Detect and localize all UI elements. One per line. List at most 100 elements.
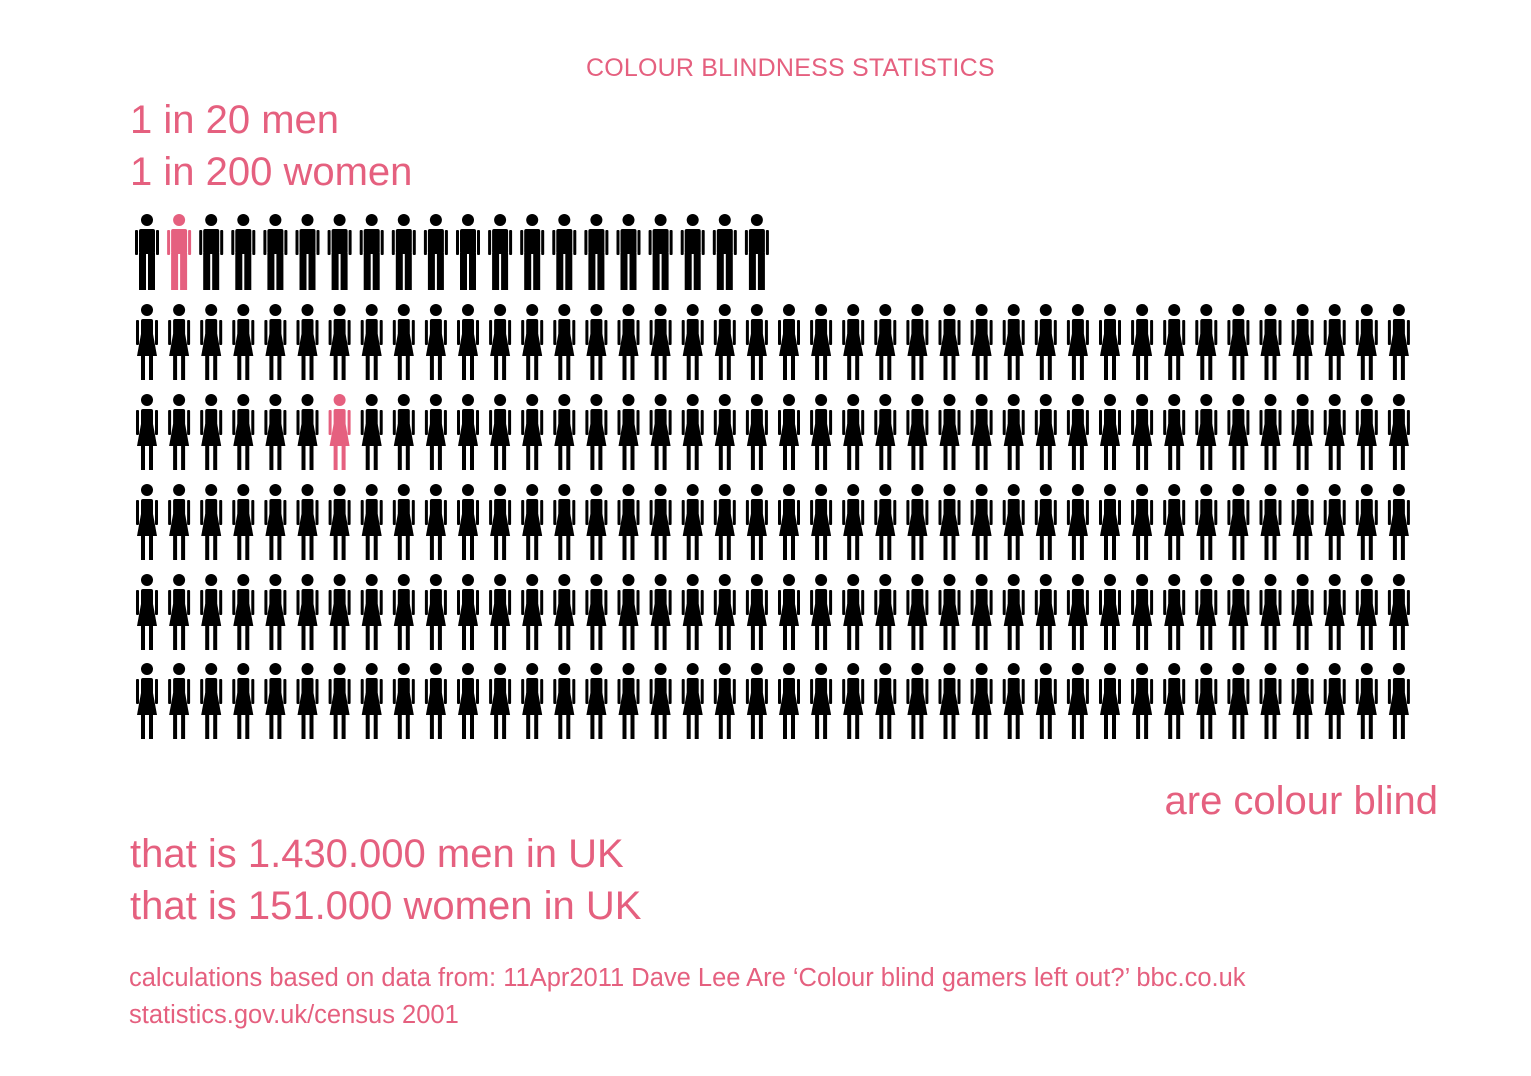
woman-icon (970, 304, 993, 380)
woman-icon (1291, 394, 1314, 470)
woman-icon (906, 394, 929, 470)
woman-icon (1002, 484, 1025, 560)
woman-icon (328, 484, 351, 560)
men-icon-group (135, 214, 769, 290)
woman-icon (360, 574, 383, 650)
woman-icon (617, 394, 640, 470)
woman-icon (264, 484, 287, 560)
woman-icon (521, 394, 544, 470)
woman-icon (1131, 394, 1154, 470)
woman-icon (1355, 663, 1378, 739)
woman-icon (906, 663, 929, 739)
woman-icon (264, 304, 287, 380)
woman-icon (1387, 484, 1410, 560)
woman-icon (424, 484, 447, 560)
woman-icon (1227, 304, 1250, 380)
woman-icon (1131, 574, 1154, 650)
woman-icon (489, 663, 512, 739)
woman-icon (457, 663, 479, 739)
man-icon (584, 214, 609, 290)
woman-icon (1131, 304, 1154, 380)
woman-icon (1195, 304, 1218, 380)
woman-icon (874, 484, 897, 560)
woman-icon (1131, 663, 1154, 739)
man-icon (488, 214, 513, 290)
woman-icon (360, 484, 383, 560)
woman-icon (745, 484, 768, 560)
woman-icon (168, 574, 191, 650)
woman-icon (970, 663, 993, 739)
woman-icon (1099, 663, 1121, 739)
woman-icon (745, 304, 768, 380)
woman-icon (1195, 574, 1218, 650)
woman-icon (1355, 304, 1378, 380)
woman-icon (1323, 574, 1346, 650)
woman-icon (1355, 574, 1378, 650)
woman-icon (617, 663, 640, 739)
woman-icon (778, 574, 800, 650)
woman-icon (521, 484, 544, 560)
woman-icon (1066, 484, 1089, 560)
woman-icon (264, 574, 287, 650)
man-icon (135, 214, 159, 290)
man-icon (359, 214, 384, 290)
woman-icon (1227, 574, 1250, 650)
source-citation: calculations based on data from: 11Apr20… (129, 964, 1246, 992)
woman-icon (778, 484, 800, 560)
woman-icon (810, 304, 833, 380)
woman-icon (649, 574, 672, 650)
woman-icon (810, 394, 833, 470)
woman-icon (1163, 574, 1186, 650)
woman-icon (1066, 663, 1089, 739)
woman-icon (713, 574, 736, 650)
woman-icon (232, 574, 255, 650)
woman-icon (232, 663, 255, 739)
conclusion-label: are colour blind (1164, 779, 1439, 823)
man-icon (199, 214, 224, 290)
woman-icon (810, 484, 833, 560)
woman-icon (745, 663, 768, 739)
woman-icon (168, 394, 191, 470)
woman-icon (264, 394, 287, 470)
woman-icon (874, 394, 897, 470)
woman-icon (200, 304, 223, 380)
woman-icon (457, 394, 479, 470)
woman-icon (296, 663, 319, 739)
woman-icon (938, 304, 961, 380)
woman-icon (1387, 394, 1410, 470)
woman-icon (1034, 304, 1057, 380)
woman-icon (553, 663, 576, 739)
woman-icon (810, 663, 833, 739)
woman-icon (778, 663, 800, 739)
woman-icon (1034, 484, 1057, 560)
woman-icon (681, 304, 704, 380)
woman-icon (489, 484, 512, 560)
woman-icon (136, 394, 158, 470)
woman-icon (874, 663, 897, 739)
woman-icon (681, 394, 704, 470)
woman-icon (778, 304, 800, 380)
men-ratio-label: 1 in 20 men (130, 98, 340, 142)
woman-icon (424, 663, 447, 739)
woman-icon (1163, 663, 1186, 739)
man-icon (295, 214, 320, 290)
uk-women-count: that is 151.000 women in UK (130, 884, 642, 928)
woman-icon (649, 663, 672, 739)
woman-icon (617, 574, 640, 650)
woman-icon (1387, 663, 1410, 739)
woman-icon (1387, 304, 1410, 380)
woman-icon (1355, 394, 1378, 470)
woman-icon (392, 394, 415, 470)
woman-icon (200, 663, 223, 739)
woman-icon (649, 304, 672, 380)
man-icon (680, 214, 705, 290)
woman-icon (200, 394, 223, 470)
woman-icon (585, 484, 608, 560)
woman-icon (617, 304, 640, 380)
women-icon-group (136, 304, 1410, 739)
woman-icon (1034, 574, 1057, 650)
woman-icon (1002, 304, 1025, 380)
woman-icon (521, 574, 544, 650)
woman-icon (1291, 304, 1314, 380)
woman-icon (136, 663, 158, 739)
